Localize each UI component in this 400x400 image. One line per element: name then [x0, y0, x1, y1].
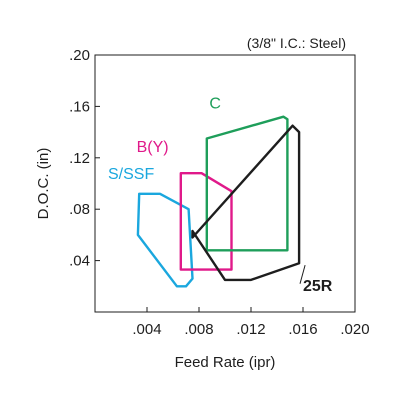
region-c	[205, 115, 289, 252]
y-tick-label: .04	[69, 253, 90, 270]
y-tick-label: .08	[69, 201, 90, 218]
region-labels: C B(Y) S/SSF 25R	[108, 95, 333, 294]
x-tick-label: .016	[288, 321, 317, 338]
region-label-25r: 25R	[303, 278, 333, 295]
x-axis-label: Feed Rate (ipr)	[175, 354, 276, 371]
y-tick-label: .16	[69, 98, 90, 115]
region-25r	[191, 124, 301, 282]
y-axis-label: D.O.C. (in)	[35, 148, 52, 220]
y-axis-ticks: .04 .08 .12 .16 .20	[69, 47, 100, 270]
y-tick-label: .12	[69, 150, 90, 167]
region-label-b-y: B(Y)	[137, 139, 169, 156]
region-label-s-ssf: S/SSF	[108, 166, 154, 183]
x-tick-label: .012	[236, 321, 265, 338]
region-s-ssf	[136, 192, 194, 288]
plot-frame	[94, 54, 356, 313]
x-tick-label: .004	[132, 321, 161, 338]
regions	[136, 115, 301, 288]
x-tick-label: .020	[340, 321, 369, 338]
region-label-c: C	[209, 95, 221, 112]
x-tick-label: .008	[184, 321, 213, 338]
y-tick-label: .20	[69, 47, 90, 64]
x-axis-ticks: .004 .008 .012 .016 .020	[132, 307, 370, 338]
leader-line-25r	[299, 265, 306, 284]
chart-subtitle: (3/8" I.C.: Steel)	[247, 35, 346, 51]
region-b-y	[179, 171, 233, 271]
